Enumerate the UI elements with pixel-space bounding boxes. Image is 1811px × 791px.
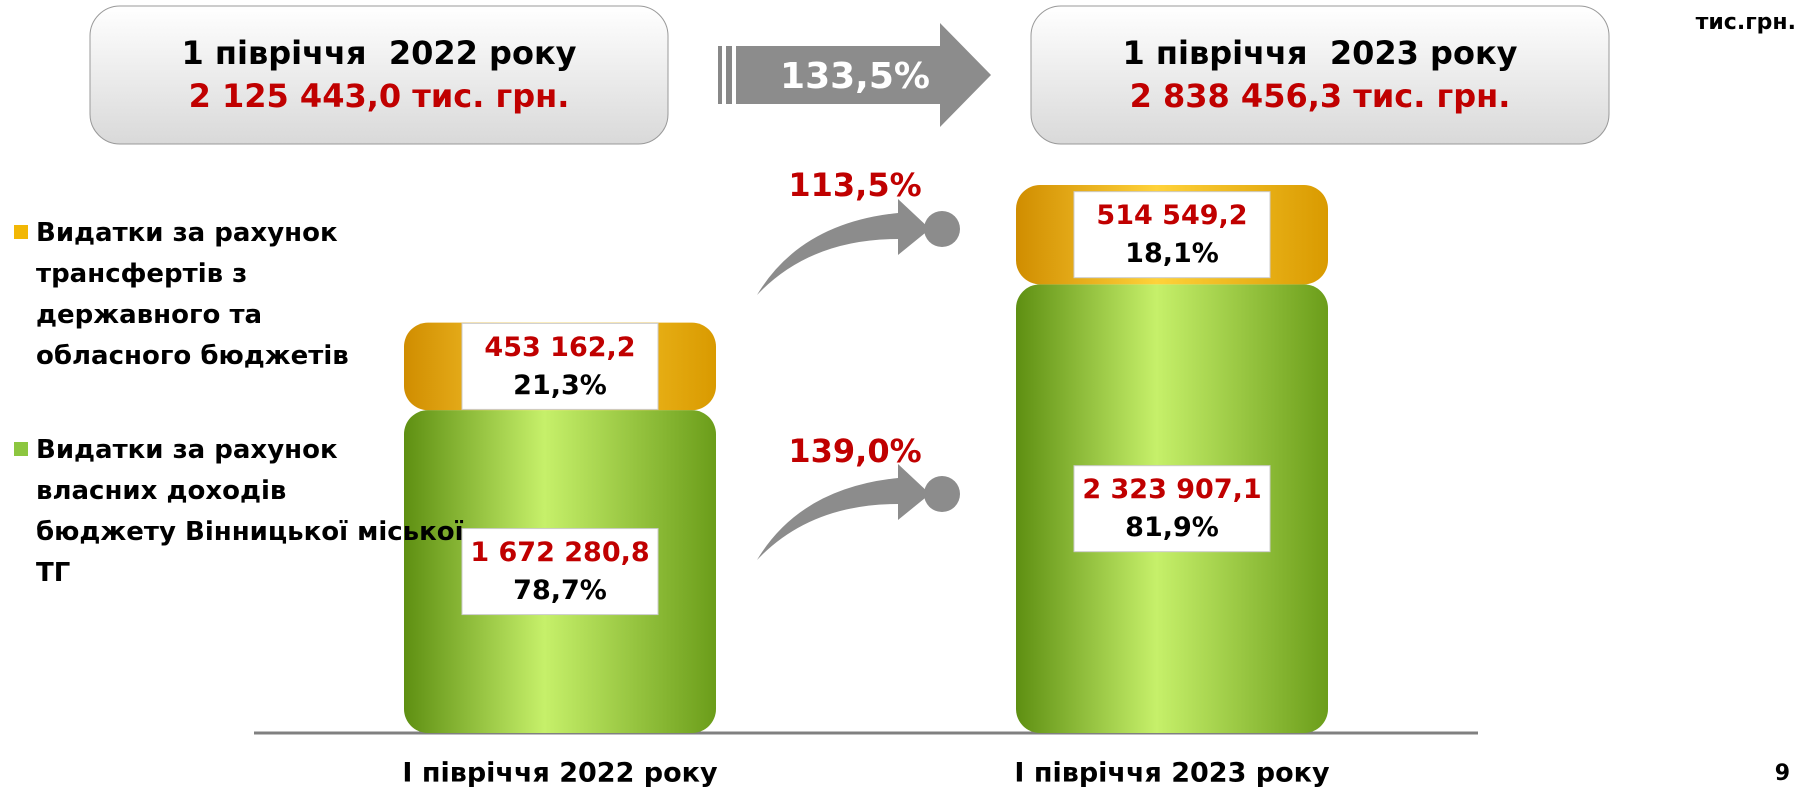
value-label-box bbox=[1073, 191, 1271, 279]
page-number: 9 bbox=[1775, 761, 1790, 786]
value-label: 2 323 907,1 bbox=[1082, 474, 1261, 505]
growth-label: 113,5% bbox=[788, 166, 921, 204]
value-label-box bbox=[461, 322, 659, 410]
legend-marker bbox=[14, 442, 28, 456]
arrow-body bbox=[757, 464, 930, 560]
share-label: 81,9% bbox=[1125, 512, 1219, 543]
header-total: 2 838 456,3 тис. грн. bbox=[1130, 77, 1511, 115]
growth-arrow bbox=[757, 199, 960, 295]
value-label: 453 162,2 bbox=[484, 332, 635, 363]
legend-line: ТГ bbox=[36, 558, 70, 588]
value-label-box bbox=[461, 528, 659, 616]
legend-line: Видатки за рахунок bbox=[36, 218, 338, 248]
share-label: 18,1% bbox=[1125, 238, 1219, 269]
unit-label: тис.грн. bbox=[1696, 10, 1796, 35]
legend-marker bbox=[14, 225, 28, 239]
legend-line: трансфертів з bbox=[36, 259, 247, 289]
header-box bbox=[89, 5, 669, 145]
share-label: 78,7% bbox=[513, 575, 607, 606]
header-title: 1 півріччя 2023 року bbox=[1122, 34, 1517, 72]
growth-label: 139,0% bbox=[788, 432, 921, 470]
legend-label: Видатки за рахунок трансфертів з державног… bbox=[36, 218, 349, 371]
header-title: 1 півріччя 2022 року bbox=[181, 34, 576, 72]
header-total: 2 125 443,0 тис. грн. bbox=[189, 77, 570, 115]
legend-line: державного та bbox=[36, 300, 262, 330]
growth-arrow bbox=[757, 464, 960, 560]
arrow-dot bbox=[924, 476, 960, 512]
arrow-body bbox=[757, 199, 930, 295]
share-label: 21,3% bbox=[513, 370, 607, 401]
legend-line: власних доходів bbox=[36, 476, 286, 506]
x-tick-label: І півріччя 2022 року bbox=[402, 758, 718, 789]
value-label: 1 672 280,8 bbox=[470, 537, 649, 568]
arrow-dot bbox=[924, 211, 960, 247]
value-label: 514 549,2 bbox=[1096, 200, 1247, 231]
value-label-box bbox=[1073, 465, 1271, 553]
header-box bbox=[1030, 5, 1610, 145]
legend-line: обласного бюджетів bbox=[36, 341, 349, 371]
x-tick-label: І півріччя 2023 року bbox=[1014, 758, 1330, 789]
legend-label: Видатки за рахунок власних доходів бюджету… bbox=[36, 435, 464, 588]
growth-label: 133,5% bbox=[780, 56, 930, 97]
legend-line: бюджету Вінницької міської bbox=[36, 517, 464, 547]
legend-line: Видатки за рахунок bbox=[36, 435, 338, 465]
growth-arrow bbox=[718, 23, 991, 127]
